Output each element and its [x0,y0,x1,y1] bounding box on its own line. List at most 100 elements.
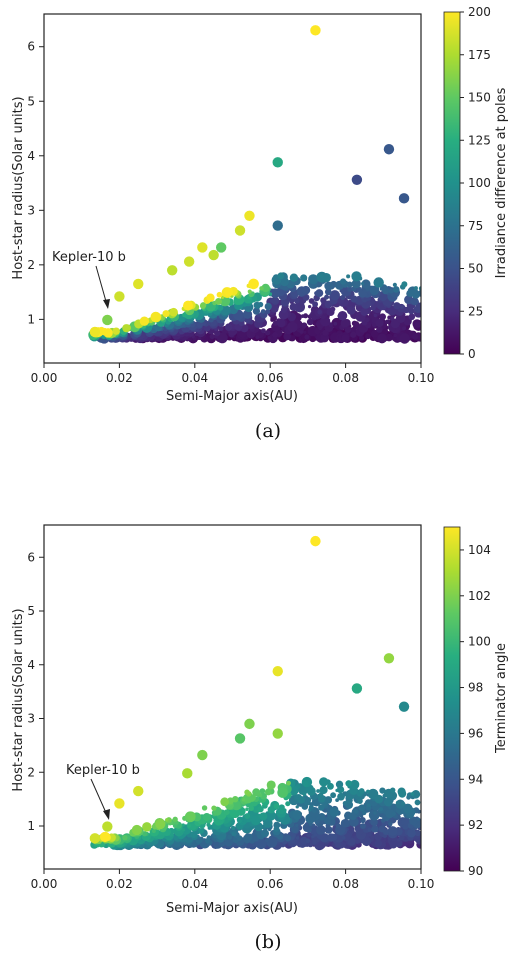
kepler-10b-annotation-b: Kepler-10 b [66,763,140,820]
x-tick-label: 0.06 [257,371,284,385]
scatter-point [183,300,194,311]
x-axis-ticks-a: 0.00 0.02 0.04 0.06 0.08 0.10 [31,363,435,385]
scatter-point [341,835,346,840]
scatter-point [246,818,251,823]
highlighted-point [197,242,208,253]
scatter-point [308,808,312,812]
scatter-point [346,274,351,279]
scatter-point [209,334,215,340]
scatter-point [306,827,312,833]
scatter-point [307,305,312,309]
scatter-point [284,834,292,842]
colorbar-tick-label: 150 [468,91,491,105]
scatter-point [224,323,233,331]
highlighted-point [133,785,144,797]
scatter-point [336,819,340,823]
scatter-point [402,823,409,830]
scatter-point [338,787,345,793]
scatter-point [329,290,340,301]
y-tick-label: 2 [27,765,35,779]
scatter-point [255,335,260,340]
x-axis-label-a: Semi-Major axis(AU) [166,389,298,404]
scatter-point [367,827,372,833]
scatter-point [390,316,395,321]
scatter-point [131,824,143,836]
y-tick-label: 4 [27,658,35,672]
scatter-point [206,293,215,302]
highlighted-point [114,798,125,809]
scatter-point [200,302,207,309]
scatter-point [360,818,366,824]
scatter-point [186,811,196,821]
colorbar-tick-label: 0 [468,347,476,361]
scatter-point [340,318,350,328]
scatter-point [152,325,157,329]
scatter-point [99,831,111,843]
plot-frame-a [43,13,422,364]
scatter-point [374,839,383,848]
x-tick-label: 0.08 [332,877,359,891]
scatter-point [247,289,252,294]
scatter-point [390,787,396,793]
scatter-point [302,780,309,787]
scatter-point [340,294,346,300]
scatter-point [305,838,311,844]
panel-caption-b: (b) [255,931,282,953]
scatter-point [294,301,306,313]
scatter-point [297,795,305,804]
scatter-point [353,808,359,814]
y-axis-label-a: Host-star radius(Solar units) [11,96,26,279]
scatter-point [270,288,280,299]
scatter-point [385,808,395,819]
scatter-point [216,291,223,298]
highlighted-point [272,220,283,231]
scatter-point [349,779,360,790]
scatter-point [295,805,299,809]
scatter-point [416,817,420,821]
scatter-point [264,330,271,336]
scatter-point [335,788,339,792]
scatter-point [162,310,170,318]
scatter-point [341,334,350,343]
scatter-point [357,798,363,804]
scatter-point [321,272,331,283]
scatter-point [361,836,372,846]
scatter-point [388,805,392,810]
scatter-point [253,301,261,309]
scatter-point [324,281,334,291]
scatter-point [249,794,256,802]
scatter-point [414,799,421,806]
scatter-point [267,806,276,814]
colorbar-tick-label: 125 [468,133,491,147]
colorbar-ticks-b: 90 92 94 96 98 100 102 104 [460,543,491,878]
scatter-point [359,335,365,341]
x-tick-label: 0.10 [408,371,435,385]
colorbar-tick-label: 104 [468,543,491,557]
scatter-point [196,321,203,328]
scatter-point [373,811,377,815]
scatter-point [151,829,156,833]
scatter-point [155,818,166,830]
scatter-point [393,333,398,338]
scatter-point [252,788,261,797]
x-tick-label: 0.08 [332,371,359,385]
scatter-point [333,321,338,326]
scatter-point [408,307,415,315]
scatter-point [231,800,242,811]
scatter-point [301,285,311,295]
scatter-point [385,333,393,342]
scatter-point [350,331,357,338]
colorbar-tick-label: 102 [468,589,491,603]
scatter-point [182,837,188,842]
scatter-point [403,317,412,326]
scatter-point [414,830,421,837]
scatter-point [139,316,150,326]
scatter-point [373,277,384,288]
scatter-point [330,306,336,312]
scatter-point [342,800,348,806]
scatter-point [216,332,228,344]
scatter-point [360,823,366,830]
scatter-point [277,272,285,280]
colorbar-label-a: Irradiance difference at poles [494,87,509,278]
scatter-point [346,305,356,315]
